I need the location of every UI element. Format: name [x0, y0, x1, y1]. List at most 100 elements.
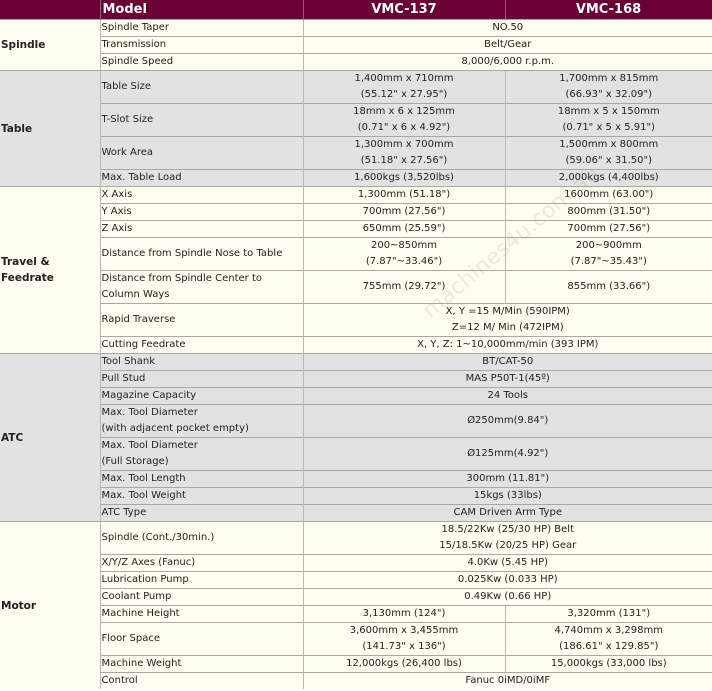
spec-label: Max. Tool Diameter (Full Storage) [99, 437, 303, 471]
spec-value-shared: 24 Tools [302, 387, 712, 405]
spec-label-line: T-Slot Size [101, 114, 154, 125]
spec-row: Max. Tool Length 300mm (11.81") [0, 470, 712, 488]
spec-label: T-Slot Size [99, 103, 303, 137]
spec-label: ATC Type [99, 504, 303, 522]
spec-value-shared-line: Ø125mm(4.92") [467, 448, 549, 459]
spec-label-line: Spindle (Cont./30min.) [101, 532, 215, 543]
spec-value-vmc-137-line: 3,130mm (124") [362, 608, 446, 619]
spec-value-shared-line: 15kgs (33lbs) [473, 490, 542, 501]
spec-row: Pull Stud MAS P50T-1(45º) [0, 370, 712, 388]
spec-value-vmc-137-line: (51.18" x 27.56") [360, 155, 448, 166]
spec-value-vmc-168-line: 800mm (31.50") [567, 206, 651, 217]
spec-value-shared: 0.025Kw (0.033 HP) [302, 571, 712, 589]
spec-label: Cutting Feedrate [99, 336, 303, 354]
spec-label: Distance from Spindle Center to Column Wa… [99, 270, 303, 304]
spec-label-line: (with adjacent pocket empty) [101, 423, 249, 434]
spec-row: Distance from Spindle Center to Column Wa… [0, 270, 712, 304]
spec-value-vmc-137: 755mm (29.72") [302, 270, 505, 304]
category-label: Travel & Feedrate [0, 186, 100, 354]
spec-value-shared-line: NO.50 [492, 22, 524, 33]
spec-value-vmc-168-line: (59.06" x 31.50") [565, 155, 653, 166]
header-vmc-137: VMC-137 [303, 0, 506, 20]
spec-label-line: Distance from Spindle Center to [101, 273, 263, 284]
spec-value-shared: BT/CAT-50 [302, 353, 712, 371]
spec-value-vmc-168: 18mm x 5 x 150mm (0.71" x 5 x 5.91") [504, 103, 712, 137]
spec-value-vmc-137-line: 200~850mm [370, 240, 438, 251]
spec-label-line: Magazine Capacity [101, 390, 197, 401]
spec-value-vmc-137-line: 1,300mm (51.18") [357, 189, 451, 200]
spec-value-vmc-168-line: 700mm (27.56") [567, 223, 651, 234]
spec-value-vmc-137-line: (7.87"~33.46") [365, 256, 443, 267]
spec-value-shared: 4.0Kw (5.45 HP) [302, 554, 712, 572]
spec-value-vmc-168: 200~900mm (7.87"~35.43") [504, 237, 712, 271]
spec-label-line: Work Area [101, 147, 154, 158]
spec-value-vmc-137: 3,600mm x 3,455mm (141.73" x 136") [302, 622, 505, 656]
spec-row: Y Axis 700mm (27.56") 800mm (31.50") [0, 203, 712, 221]
spec-label-line: ATC Type [101, 507, 147, 518]
spec-label-line: Tool Shank [101, 356, 156, 367]
spec-row: Floor Space 3,600mm x 3,455mm (141.73" x 1… [0, 622, 712, 656]
spec-value-vmc-168-line: 4,740mm x 3,298mm [554, 625, 664, 636]
spec-row: Motor Spindle (Cont./30min.) 18.5/22Kw (25… [0, 521, 712, 689]
spec-label-line: Max. Tool Length [101, 473, 186, 484]
spec-row: Work Area 1,300mm x 700mm (51.18" x 27.56"… [0, 136, 712, 170]
spec-label: Transmission [99, 36, 303, 54]
spec-value-vmc-168-line: 2,000kgs (4,400lbs) [558, 172, 659, 183]
spec-label-line: Cutting Feedrate [101, 339, 186, 350]
spec-label-line: Z Axis [101, 223, 133, 234]
spec-value-shared-line: Fanuc 0iMD/0iMF [465, 675, 551, 686]
spec-value-vmc-168: 1,700mm x 815mm (66.93" x 32.09") [504, 70, 712, 104]
spec-row: Magazine Capacity 24 Tools [0, 387, 712, 405]
spec-label: X Axis [99, 186, 303, 204]
spec-row: Table Table Size 1,400mm x 710mm (55.12" x … [0, 70, 712, 187]
spec-label: Max. Tool Length [99, 470, 303, 488]
spec-value-vmc-137-line: 1,300mm x 700mm [354, 139, 454, 150]
spec-value-vmc-137: 1,300mm (51.18") [302, 186, 505, 204]
spec-row: T-Slot Size 18mm x 6 x 125mm (0.71" x 6 x … [0, 103, 712, 137]
spec-value-shared-line: 300mm (11.81") [466, 473, 550, 484]
spec-value-vmc-168-line: (7.87"~35.43") [570, 256, 647, 267]
spec-row: Machine Height 3,130mm (124") 3,320mm (131… [0, 605, 712, 623]
spec-row: Max. Table Load 1,600kgs (3,520lbs) 2,000k… [0, 169, 712, 187]
spec-row: X/Y/Z Axes (Fanuc) 4.0Kw (5.45 HP) [0, 554, 712, 572]
spec-label-line: Floor Space [101, 633, 161, 644]
spec-value-vmc-168-line: 15,000kgs (33,000 lbs) [550, 658, 667, 669]
spec-value-vmc-168: 800mm (31.50") [504, 203, 712, 221]
spec-value-shared-line: 4.0Kw (5.45 HP) [467, 557, 549, 568]
spec-label: Pull Stud [99, 370, 303, 388]
category-label: Table [0, 70, 100, 187]
header-vmc-168: VMC-168 [505, 0, 712, 20]
spec-label-line: Y Axis [101, 206, 132, 217]
spec-label-line: X Axis [101, 189, 133, 200]
spec-value-vmc-137-line: 12,000kgs (26,400 lbs) [346, 658, 462, 669]
spec-row: ATC Tool Shank BT/CAT-50 [0, 353, 712, 522]
spec-value-vmc-137: 3,130mm (124") [302, 605, 505, 623]
spec-value-vmc-137: 1,400mm x 710mm (55.12" x 27.95") [302, 70, 505, 104]
spec-value-vmc-168-line: 200~900mm [575, 240, 642, 251]
spec-value-shared-line: Belt/Gear [484, 39, 532, 50]
spec-label: Floor Space [99, 622, 303, 656]
spec-row: Machine Weight 12,000kgs (26,400 lbs) 15,0… [0, 655, 712, 673]
spec-value-shared: X, Y =15 M/Min (590IPM) Z=12 M/ Min (472I… [302, 303, 712, 337]
spec-value-vmc-137: 200~850mm (7.87"~33.46") [302, 237, 505, 271]
spec-value-shared: Belt/Gear [302, 36, 712, 54]
spec-label: Magazine Capacity [99, 387, 303, 405]
spec-value-shared-line: Z=12 M/ Min (472IPM) [451, 322, 564, 333]
spec-label: Machine Weight [99, 655, 303, 673]
spec-label: Rapid Traverse [99, 303, 303, 337]
header-row: Model VMC-137 VMC-168 [0, 0, 712, 20]
spec-value-vmc-168-line: (0.71" x 5 x 5.91") [562, 122, 655, 133]
spec-label: Work Area [99, 136, 303, 170]
spec-row: Max. Tool Weight 15kgs (33lbs) [0, 487, 712, 505]
spec-value-vmc-137-line: (55.12" x 27.95") [360, 89, 448, 100]
spec-label-line: Machine Weight [101, 658, 182, 669]
spec-label-line: Rapid Traverse [101, 314, 176, 325]
spec-value-vmc-137-line: 18mm x 6 x 125mm [353, 106, 455, 117]
spec-value-shared-line: 8,000/6,000 r.p.m. [461, 56, 555, 67]
spec-label: X/Y/Z Axes (Fanuc) [99, 554, 303, 572]
spec-label-line: Transmission [101, 39, 167, 50]
spec-row: Z Axis 650mm (25.59") 700mm (27.56") [0, 220, 712, 238]
spec-label-line: Max. Tool Diameter [101, 440, 198, 451]
spec-label: Distance from Spindle Nose to Table [99, 237, 303, 271]
